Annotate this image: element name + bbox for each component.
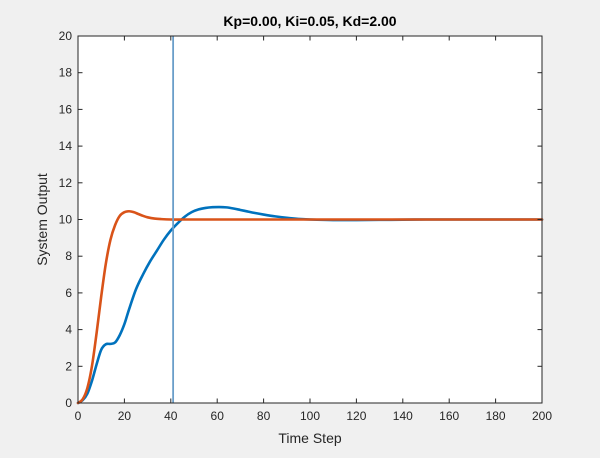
y-tick-label-2: 2 — [65, 359, 72, 373]
x-tick-label-20: 20 — [118, 409, 132, 423]
series-line-orange — [76, 209, 544, 405]
x-tick-label-60: 60 — [211, 409, 225, 423]
x-tick-label-100: 100 — [300, 409, 320, 423]
x-tick-label-160: 160 — [439, 409, 459, 423]
x-tick-label-200: 200 — [532, 409, 552, 423]
x-tick-label-80: 80 — [257, 409, 271, 423]
y-tick-label-4: 4 — [65, 323, 72, 337]
x-tick-label-40: 40 — [164, 409, 178, 423]
y-tick-label-0: 0 — [65, 396, 72, 410]
y-tick-label-8: 8 — [65, 249, 72, 263]
x-tick-label-120: 120 — [346, 409, 366, 423]
y-tick-label-14: 14 — [59, 139, 73, 153]
tick-layer: 0 20 40 60 80 100 120 140 160 180 200 0 2 4 6 8 10 12 14 16… — [59, 29, 553, 423]
y-axis-label: System Output — [34, 173, 50, 266]
y-tick-label-20: 20 — [59, 29, 73, 43]
y-tick-label-12: 12 — [59, 176, 73, 190]
y-tick-label-16: 16 — [59, 102, 73, 116]
y-tick-label-6: 6 — [65, 286, 72, 300]
series-layer — [76, 205, 544, 405]
y-tick-label-18: 18 — [59, 66, 73, 80]
x-axis-label: Time Step — [278, 430, 341, 446]
x-tick-label-180: 180 — [486, 409, 506, 423]
x-tick-label-0: 0 — [75, 409, 82, 423]
y-tick-label-10: 10 — [59, 213, 73, 227]
chart-title: Kp=0.00, Ki=0.05, Kd=2.00 — [223, 13, 396, 29]
x-tick-label-140: 140 — [393, 409, 413, 423]
